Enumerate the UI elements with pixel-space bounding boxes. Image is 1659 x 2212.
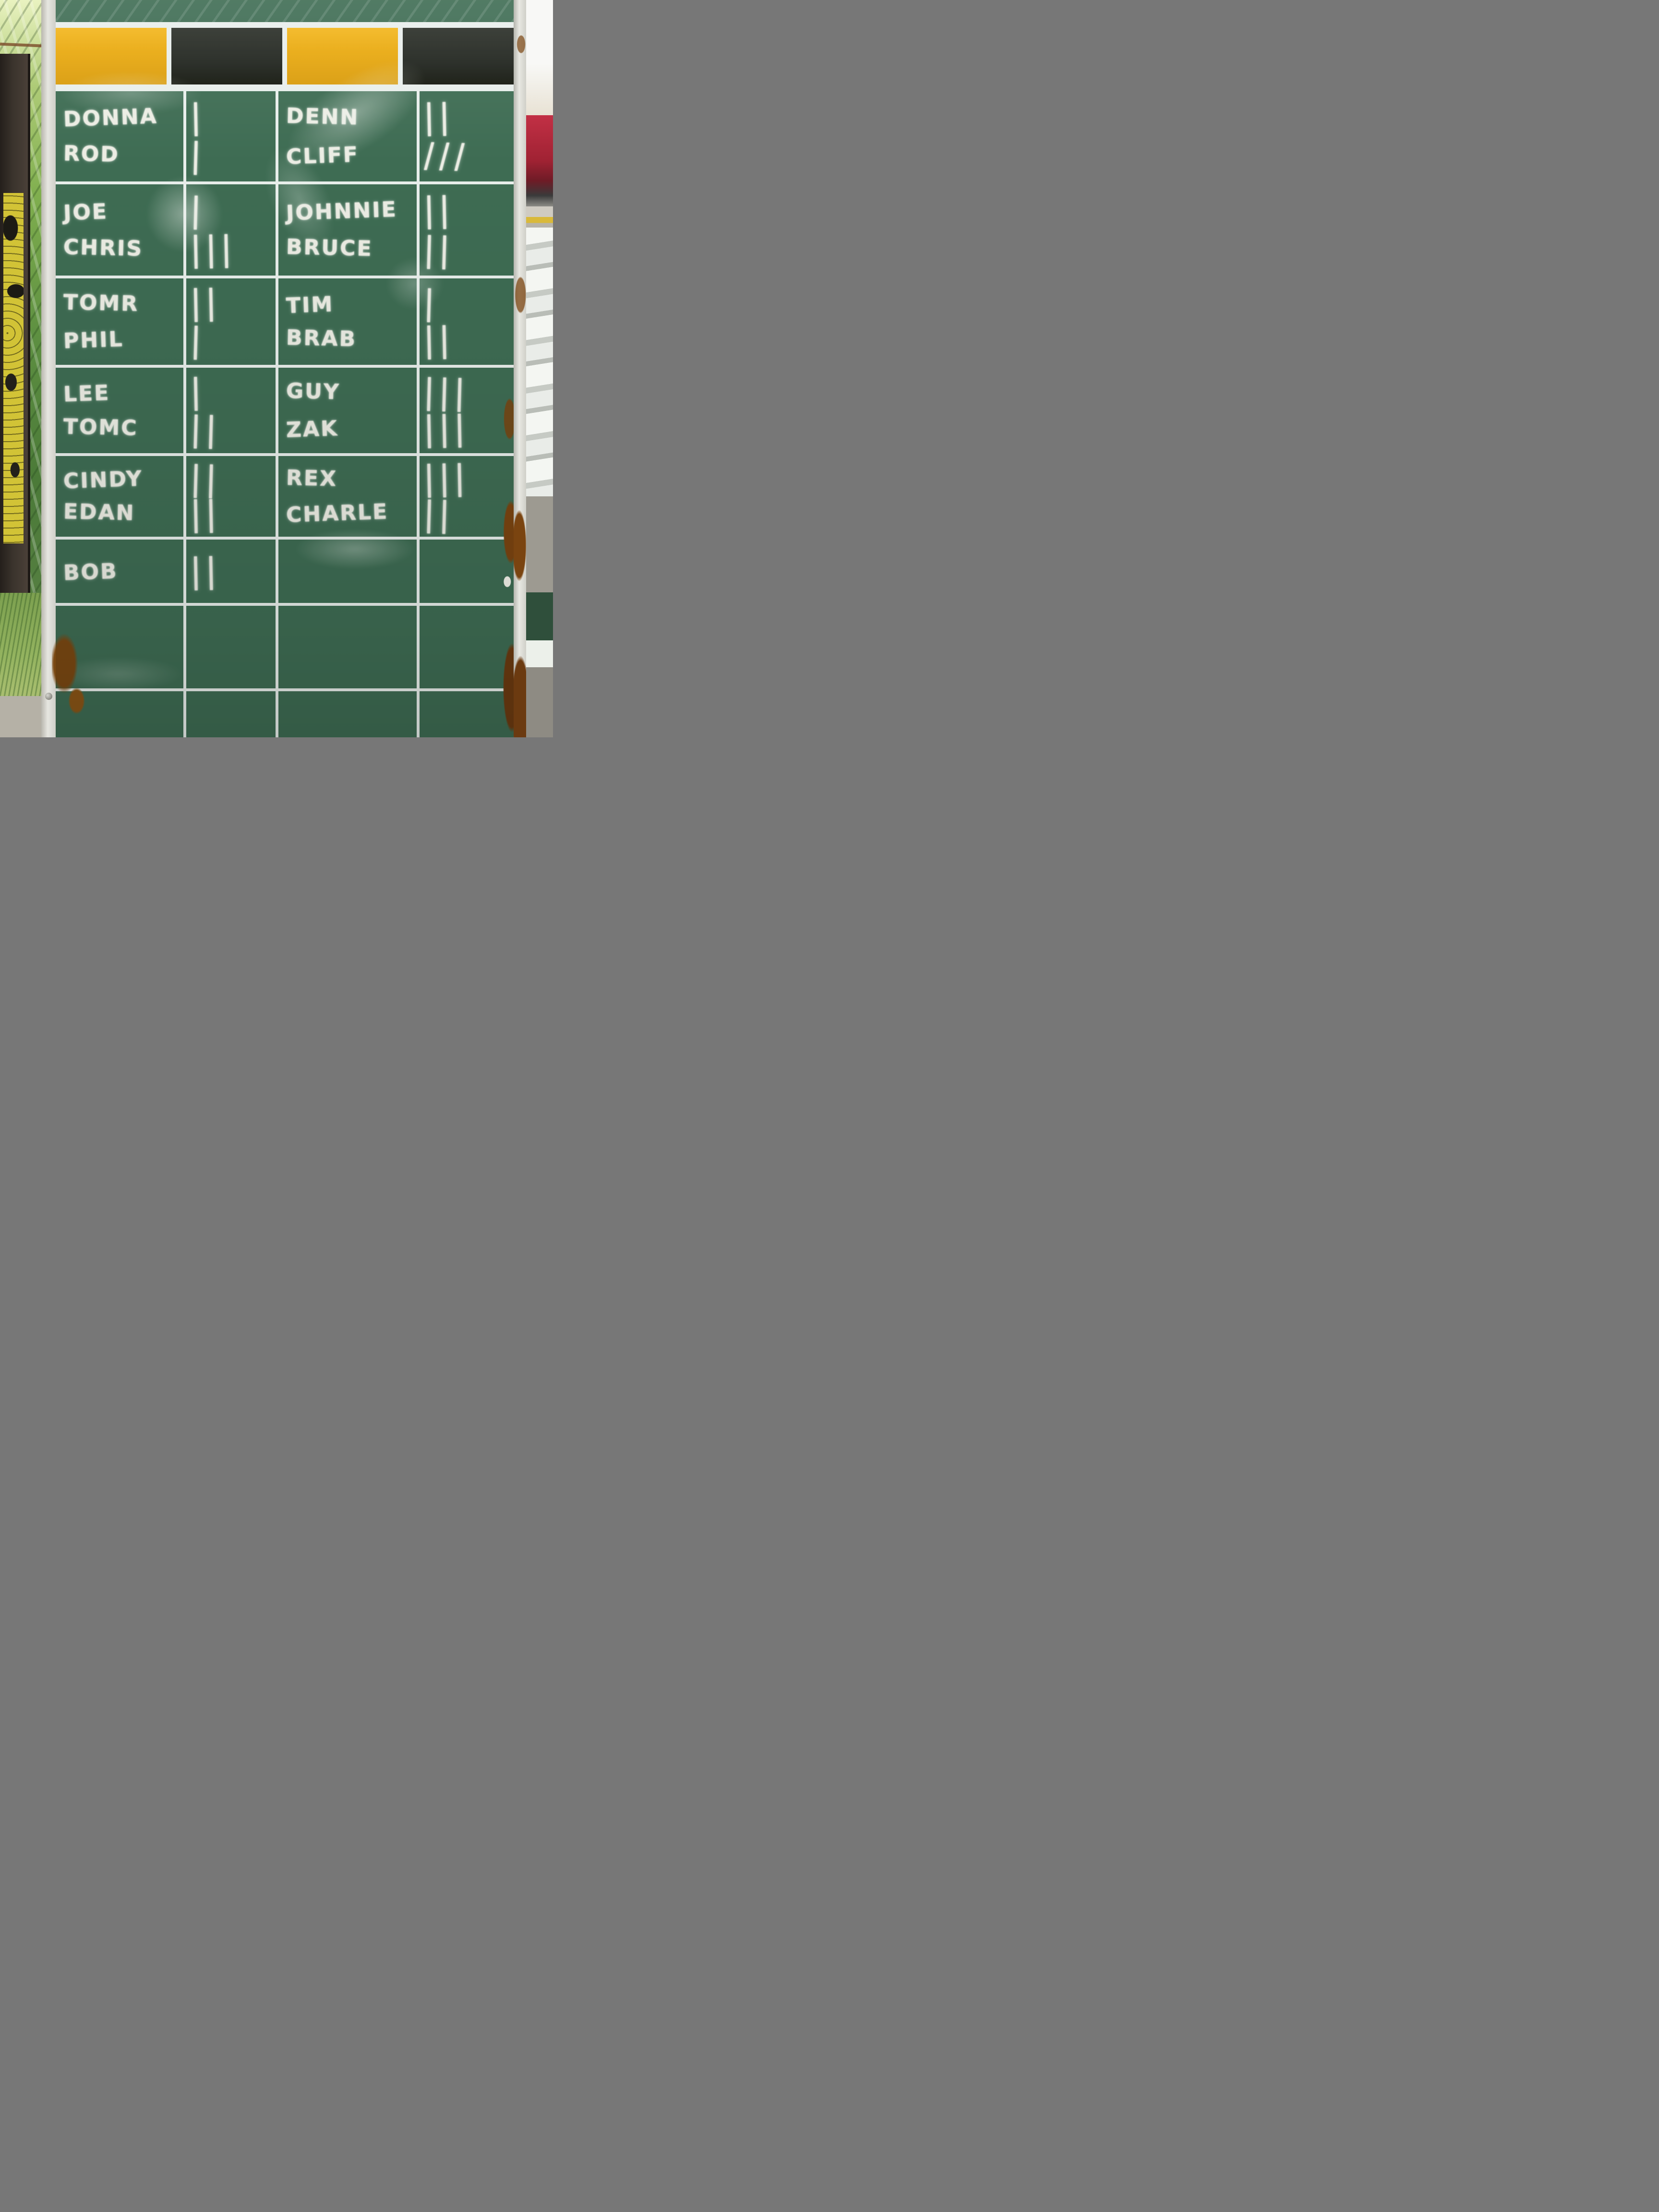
player-name: CLIFF (286, 142, 360, 169)
empty-cell (420, 691, 514, 737)
score-row: TOMR PHIL || | TIM BRAB | || (56, 278, 514, 365)
tally-marks: || (423, 494, 456, 535)
empty-row (56, 606, 514, 688)
tally-cell: | ||| (186, 184, 276, 276)
tally-marks: || (424, 320, 456, 360)
player-name: EDAN (63, 499, 136, 526)
tally-marks: || (423, 229, 456, 270)
empty-cell (278, 606, 417, 688)
score-row: JOE CHRIS | ||| JOHNNIE BRUCE || || (56, 184, 514, 276)
name-cell: JOE CHRIS (56, 184, 183, 276)
tally-marks: | (191, 372, 207, 411)
player-name: CHARLE (286, 499, 389, 528)
tally-marks: | (191, 96, 207, 136)
tally-marks: || (191, 282, 222, 323)
name-cell: GUY ZAK (278, 368, 417, 453)
empty-cell (278, 691, 417, 737)
name-cell: JOHNNIE BRUCE (278, 184, 417, 276)
player-name: TIM (286, 291, 335, 318)
weathered-side-sign (0, 54, 30, 683)
empty-cell (186, 691, 276, 737)
tally-marks: || (191, 551, 222, 591)
player-name: PHIL (63, 327, 124, 354)
empty-cell (56, 691, 183, 737)
frame-left-post (41, 0, 56, 737)
name-cell: CINDY EDAN (56, 456, 183, 537)
score-row: LEE TOMC | || GUY ZAK ||| ||| (56, 368, 514, 453)
player-name: JOE (63, 199, 108, 226)
score-row: CINDY EDAN || || REX CHARLE ||| || (56, 456, 514, 537)
tally-cell: | | (186, 91, 276, 181)
player-name: BRAB (286, 325, 357, 352)
tally-marks: ||| (191, 228, 237, 269)
name-cell: TOMR PHIL (56, 278, 183, 365)
empty-cell (420, 606, 514, 688)
player-name: TOMR (63, 289, 139, 316)
tally-cell: ||| ||| (420, 368, 514, 453)
tally-marks: ||| (423, 372, 471, 413)
header-cell-black (403, 28, 514, 84)
tally-cell: || /// (420, 91, 514, 181)
header-cell-black (171, 28, 282, 84)
screw (45, 693, 52, 700)
player-name: DENN (286, 104, 360, 130)
photo-scoreboard: DONNA ROD | | DENN CLIFF || /// (0, 0, 553, 737)
yellow-sign-panel (3, 193, 24, 543)
score-grid: DONNA ROD | | DENN CLIFF || /// (56, 91, 514, 737)
top-green-band (56, 0, 514, 22)
tally-marks: | (190, 135, 207, 176)
tally-marks: | (423, 283, 440, 323)
player-name: TOMC (63, 414, 139, 441)
header-cell-gold (287, 28, 398, 84)
player-name: ZAK (286, 416, 339, 443)
score-row: BOB || (56, 540, 514, 603)
tally-marks: | (190, 320, 207, 361)
tally-cell: | || (186, 368, 276, 453)
empty-cell (56, 606, 183, 688)
tally-cell: | || (420, 278, 514, 365)
board-surface: DONNA ROD | | DENN CLIFF || /// (52, 0, 517, 737)
player-name: GUY (286, 378, 341, 405)
header-cell-gold (56, 28, 167, 84)
empty-row (56, 691, 514, 737)
tally-marks: || (190, 409, 222, 449)
player-name: DONNA (63, 104, 158, 132)
tally-marks: | (190, 190, 207, 230)
tally-cell (420, 540, 514, 603)
tally-marks: || (190, 458, 222, 499)
tally-marks: || (191, 493, 222, 534)
player-name: REX (286, 465, 338, 491)
frame-right-post (514, 0, 526, 737)
tally-cell: || (186, 540, 276, 603)
tally-marks: || (424, 190, 456, 230)
player-name: CINDY (63, 466, 144, 494)
tally-marks: ||| (424, 408, 470, 448)
tally-marks: || (424, 96, 456, 136)
scoreboard-panel: DONNA ROD | | DENN CLIFF || /// (41, 0, 526, 737)
player-name: ROD (63, 141, 120, 167)
tally-cell: || || (420, 184, 514, 276)
tally-cell: || || (186, 456, 276, 537)
name-cell: DONNA ROD (56, 91, 183, 181)
empty-cell (186, 606, 276, 688)
name-cell: BOB (56, 540, 183, 603)
player-name: BRUCE (286, 234, 373, 262)
player-name: JOHNNIE (286, 197, 398, 226)
score-row: DONNA ROD | | DENN CLIFF || /// (56, 91, 514, 181)
tally-marks: /// (423, 135, 471, 177)
tally-marks: ||| (424, 457, 470, 498)
header-band (56, 28, 514, 84)
name-cell: TIM BRAB (278, 278, 417, 365)
name-cell: REX CHARLE (278, 456, 417, 537)
player-name: CHRIS (63, 235, 144, 261)
player-name: LEE (63, 380, 111, 407)
name-cell (278, 540, 417, 603)
name-cell: LEE TOMC (56, 368, 183, 453)
name-cell: DENN CLIFF (278, 91, 417, 181)
tally-cell: || | (186, 278, 276, 365)
player-name: BOB (63, 559, 119, 586)
tally-cell: ||| || (420, 456, 514, 537)
